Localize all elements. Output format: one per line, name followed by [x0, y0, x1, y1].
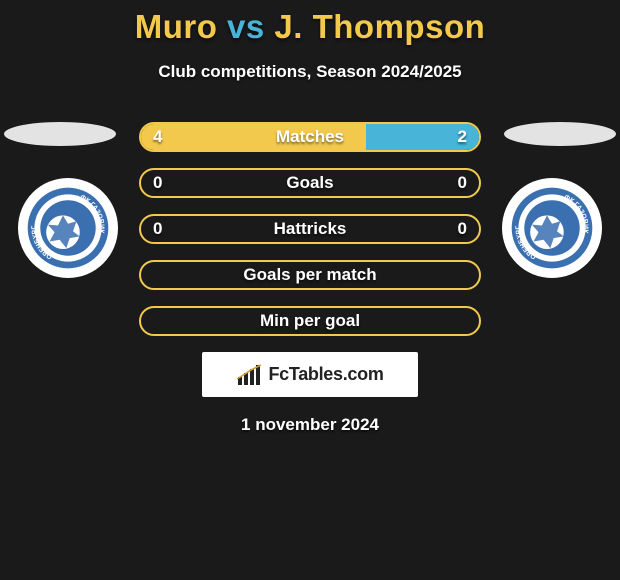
stat-rows: 4 Matches 2 0 Goals 0 0 Hattricks 0 Goals per mat…: [139, 122, 481, 336]
stat-row: 0 Hattricks 0: [139, 214, 481, 244]
brand-box[interactable]: FcTables.com: [202, 352, 418, 397]
compare-area: ФК ГАЗОВИК ОРЕНБУРГ ФК ГАЗОВИК ОРЕНБУРГ …: [0, 122, 620, 336]
brand-text: FcTables.com: [268, 364, 383, 385]
player-left-photo-placeholder: [4, 122, 116, 146]
stat-value-left: 4: [153, 127, 162, 147]
club-badge-right: ФК ГАЗОВИК ОРЕНБУРГ: [502, 178, 602, 278]
player-right-photo-placeholder: [504, 122, 616, 146]
stat-value-left: 0: [153, 173, 162, 193]
club-logo-icon: ФК ГАЗОВИК ОРЕНБУРГ: [26, 186, 110, 270]
stat-label: Min per goal: [260, 311, 360, 331]
subtitle: Club competitions, Season 2024/2025: [0, 62, 620, 82]
stat-label: Matches: [276, 127, 344, 147]
club-badge-left: ФК ГАЗОВИК ОРЕНБУРГ: [18, 178, 118, 278]
title-vs: vs: [217, 8, 274, 45]
club-logo-icon: ФК ГАЗОВИК ОРЕНБУРГ: [510, 186, 594, 270]
player-right-name: J. Thompson: [274, 8, 485, 45]
stat-label: Goals: [286, 173, 333, 193]
stat-row: 4 Matches 2: [139, 122, 481, 152]
stat-value-right: 0: [458, 173, 467, 193]
player-left-name: Muro: [135, 8, 218, 45]
stat-value-left: 0: [153, 219, 162, 239]
stat-label: Goals per match: [243, 265, 376, 285]
stat-row: Min per goal: [139, 306, 481, 336]
page-title: Muro vs J. Thompson: [0, 0, 620, 46]
barchart-icon: [236, 363, 264, 387]
stat-label: Hattricks: [274, 219, 347, 239]
stat-row: 0 Goals 0: [139, 168, 481, 198]
date-label: 1 november 2024: [0, 415, 620, 435]
stat-value-right: 0: [458, 219, 467, 239]
stat-row: Goals per match: [139, 260, 481, 290]
stat-value-right: 2: [458, 127, 467, 147]
